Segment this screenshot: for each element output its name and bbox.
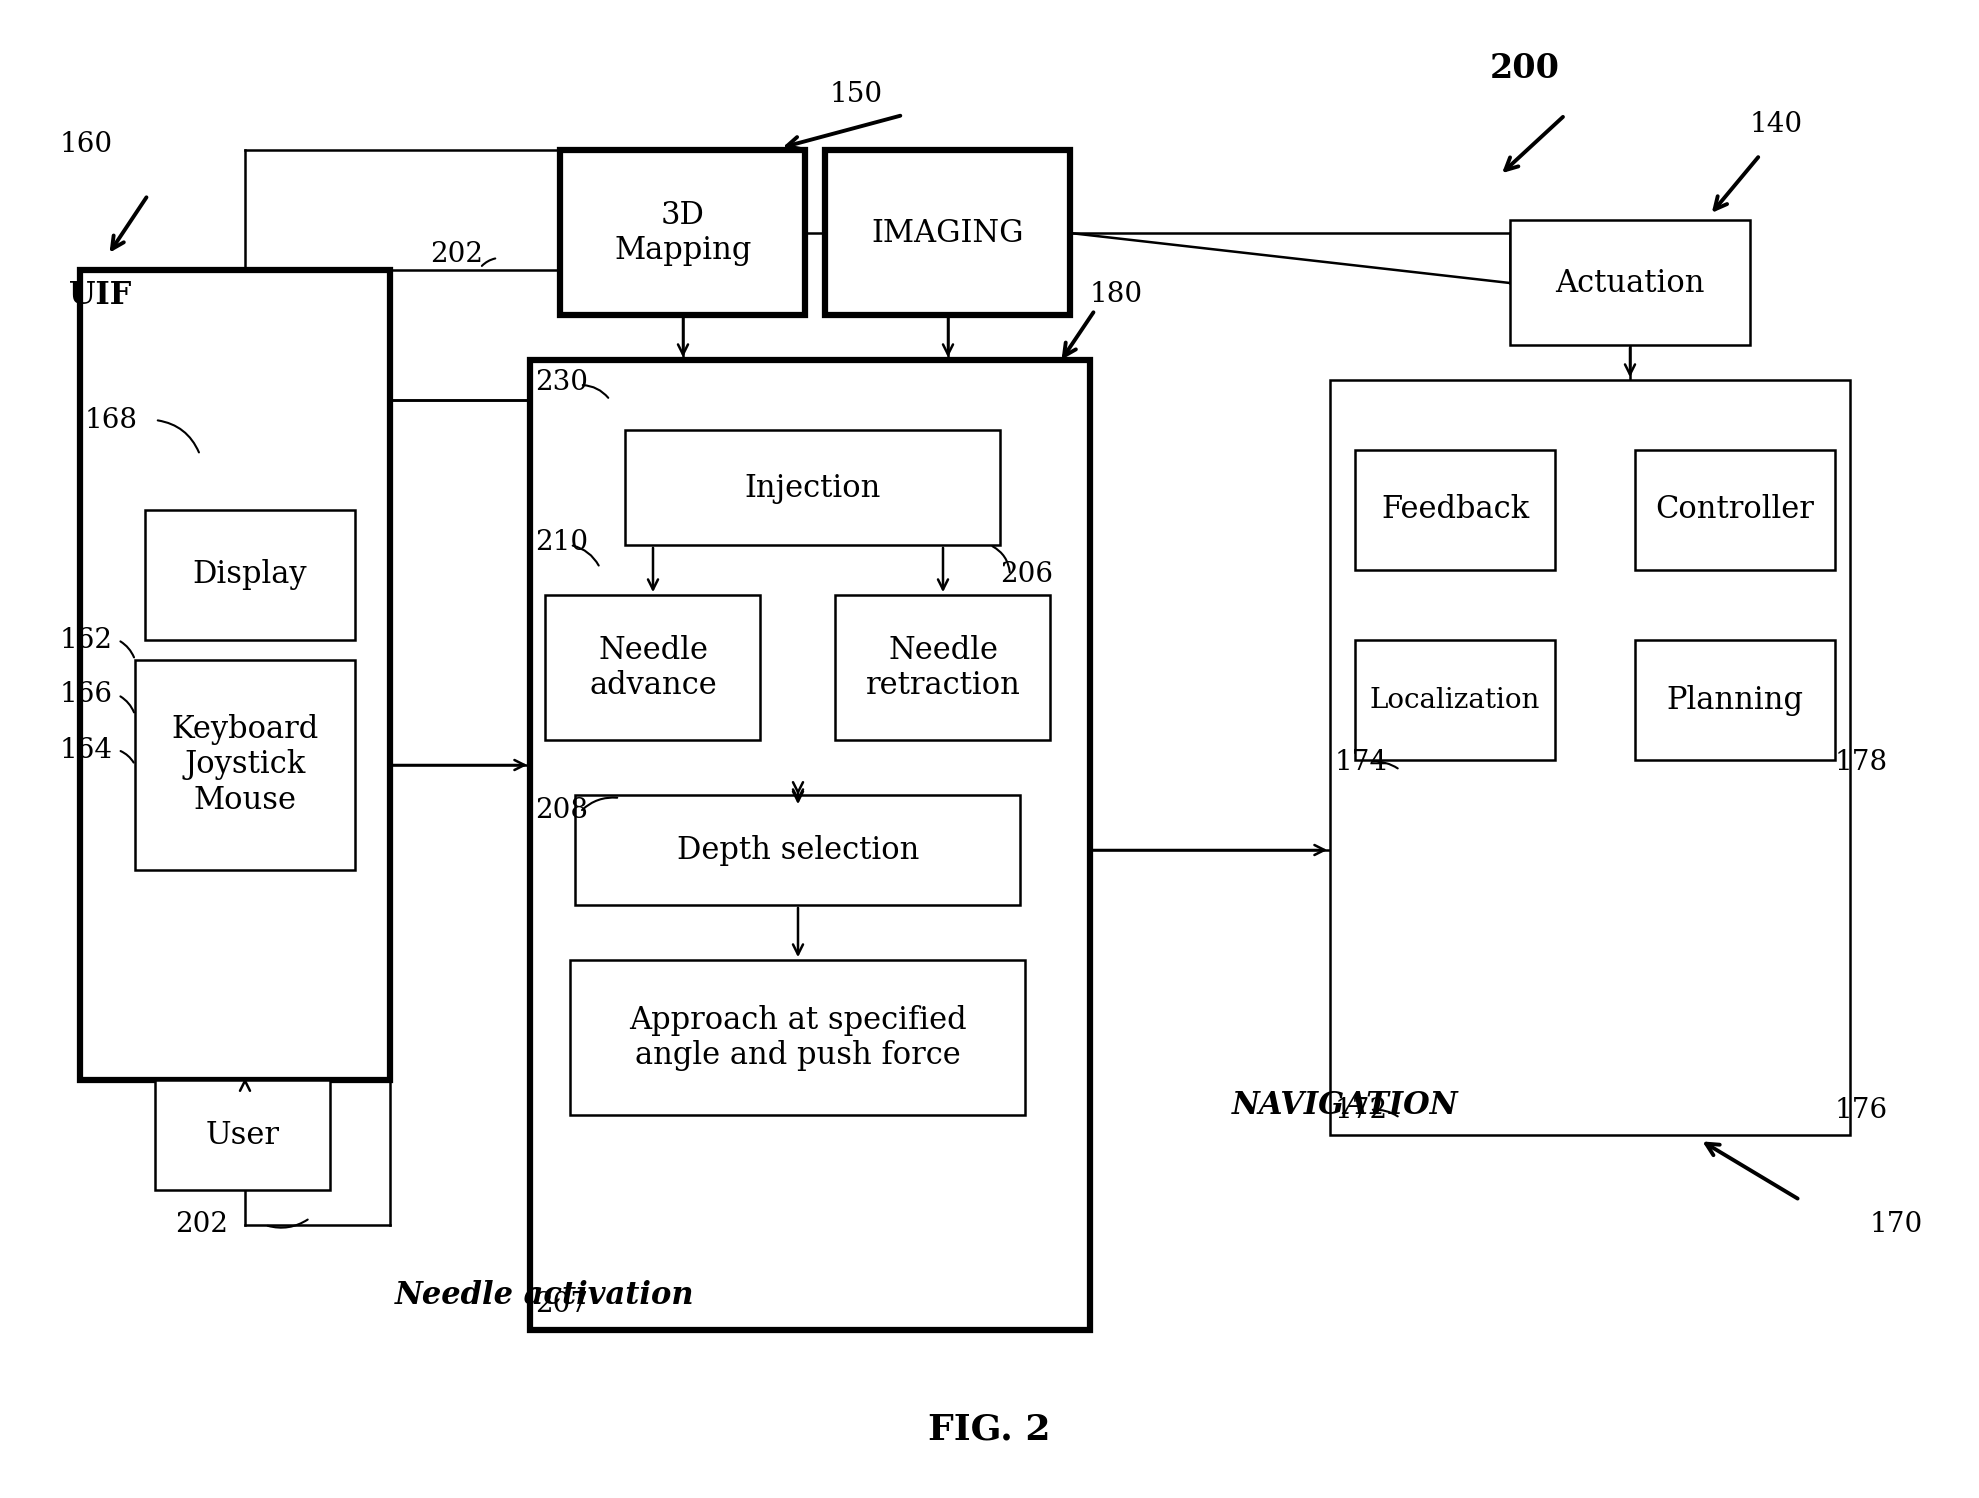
Bar — [1635, 449, 1835, 571]
Bar — [825, 150, 1071, 315]
Text: Needle
advance: Needle advance — [590, 635, 716, 701]
Text: Depth selection: Depth selection — [677, 834, 918, 866]
Bar — [1330, 380, 1850, 1135]
Text: 168: 168 — [85, 406, 139, 433]
Text: 180: 180 — [1090, 282, 1144, 309]
Text: 202: 202 — [174, 1212, 228, 1239]
Bar — [79, 270, 390, 1080]
Bar — [1510, 220, 1749, 345]
Text: 178: 178 — [1835, 749, 1888, 776]
Bar — [1356, 449, 1555, 571]
Bar — [530, 360, 1090, 1330]
Text: Display: Display — [192, 559, 307, 590]
Text: UIF: UIF — [69, 280, 131, 310]
Text: 176: 176 — [1835, 1097, 1888, 1124]
Bar — [560, 150, 805, 315]
Text: 202: 202 — [429, 241, 483, 268]
Text: Injection: Injection — [744, 472, 881, 503]
Text: 164: 164 — [59, 737, 113, 764]
Text: NAVIGATION: NAVIGATION — [1231, 1089, 1459, 1121]
Text: Needle
retraction: Needle retraction — [865, 635, 1021, 701]
Bar — [144, 509, 354, 640]
Text: Actuation: Actuation — [1555, 268, 1704, 298]
Text: IMAGING: IMAGING — [873, 217, 1025, 249]
Text: 150: 150 — [829, 81, 883, 108]
Text: FIG. 2: FIG. 2 — [928, 1413, 1051, 1447]
Text: 140: 140 — [1749, 111, 1803, 138]
Text: Planning: Planning — [1666, 685, 1803, 716]
Text: 208: 208 — [534, 797, 588, 824]
Bar — [135, 661, 354, 870]
Text: 174: 174 — [1336, 749, 1387, 776]
Text: Feedback: Feedback — [1381, 494, 1530, 526]
Text: Localization: Localization — [1369, 686, 1540, 713]
Bar — [544, 595, 760, 740]
Text: 210: 210 — [534, 529, 588, 556]
Text: 160: 160 — [59, 132, 113, 159]
Text: 200: 200 — [1490, 51, 1559, 84]
Bar — [1356, 640, 1555, 759]
Bar — [625, 430, 999, 545]
Text: 172: 172 — [1336, 1097, 1387, 1124]
Text: Approach at specified
angle and push force: Approach at specified angle and push for… — [629, 1005, 968, 1071]
Text: User: User — [206, 1119, 279, 1150]
Text: Keyboard
Joystick
Mouse: Keyboard Joystick Mouse — [172, 713, 319, 816]
Text: Needle activation: Needle activation — [396, 1279, 695, 1311]
Bar — [835, 595, 1051, 740]
Text: 3D
Mapping: 3D Mapping — [613, 199, 752, 267]
Text: 170: 170 — [1870, 1212, 1924, 1239]
Text: 162: 162 — [59, 626, 113, 653]
Bar — [576, 795, 1019, 905]
Text: 230: 230 — [534, 370, 588, 397]
Bar — [1635, 640, 1835, 759]
Bar — [154, 1080, 330, 1189]
Text: 166: 166 — [59, 682, 113, 709]
Text: 206: 206 — [999, 562, 1053, 589]
Bar — [570, 960, 1025, 1115]
Text: 207: 207 — [534, 1291, 588, 1318]
Text: Controller: Controller — [1656, 494, 1815, 526]
